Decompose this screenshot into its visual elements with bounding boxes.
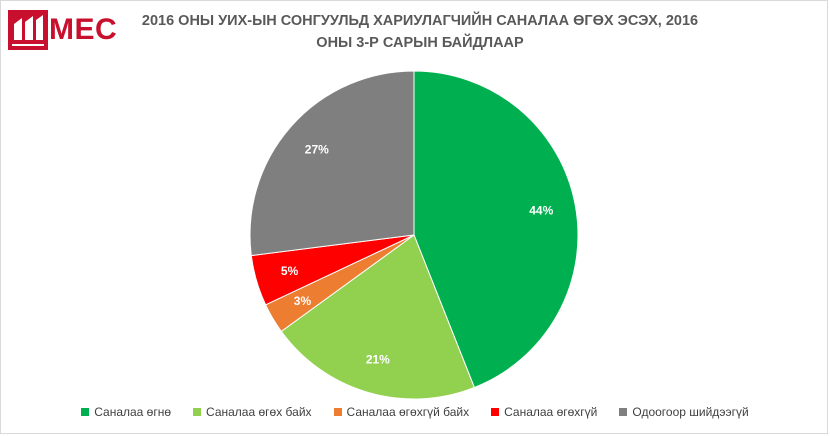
- legend-swatch: [491, 408, 500, 416]
- logo-text: MEC: [49, 13, 118, 46]
- legend-item: Одоогоор шийдээгүй: [619, 405, 749, 419]
- legend-swatch: [193, 408, 202, 416]
- pie-slice: [280, 234, 476, 400]
- pie-slice: [413, 70, 579, 389]
- legend-swatch: [333, 408, 342, 416]
- legend-label: Саналаа өгөх байх: [206, 405, 312, 419]
- legend-label: Саналаа өгөхгүй байх: [346, 405, 470, 419]
- legend-swatch: [81, 408, 90, 416]
- legend-label: Саналаа өгнө: [94, 405, 172, 419]
- pie-data-label: 21%: [366, 352, 390, 366]
- pie-data-label: 44%: [529, 204, 553, 218]
- legend-label: Саналаа өгөхгүй: [504, 405, 598, 419]
- pie-data-label: 27%: [305, 142, 329, 156]
- pie-data-label: 3%: [294, 294, 312, 308]
- legend-item: Саналаа өгөх байх: [193, 405, 312, 419]
- legend-swatch: [619, 408, 628, 416]
- pie-slice: [249, 70, 415, 257]
- mec-logo: MEC: [8, 6, 124, 54]
- legend-label: Одоогоор шийдээгүй: [632, 405, 749, 419]
- mec-logo-icon: [8, 10, 48, 50]
- legend-item: Саналаа өгөхгүй: [491, 405, 597, 419]
- legend-item: Саналаа өгнө: [81, 405, 171, 419]
- chart-legend: Саналаа өгнө Саналаа өгөх байх Саналаа өгө…: [0, 405, 830, 419]
- pie-data-label: 5%: [281, 264, 299, 278]
- legend-item: Саналаа өгөхгүй байх: [333, 405, 470, 419]
- chart-title: 2016 ОНЫ УИХ-ЫН СОНГУУЛЬД ХАРИУЛАГЧИЙН С…: [141, 13, 699, 51]
